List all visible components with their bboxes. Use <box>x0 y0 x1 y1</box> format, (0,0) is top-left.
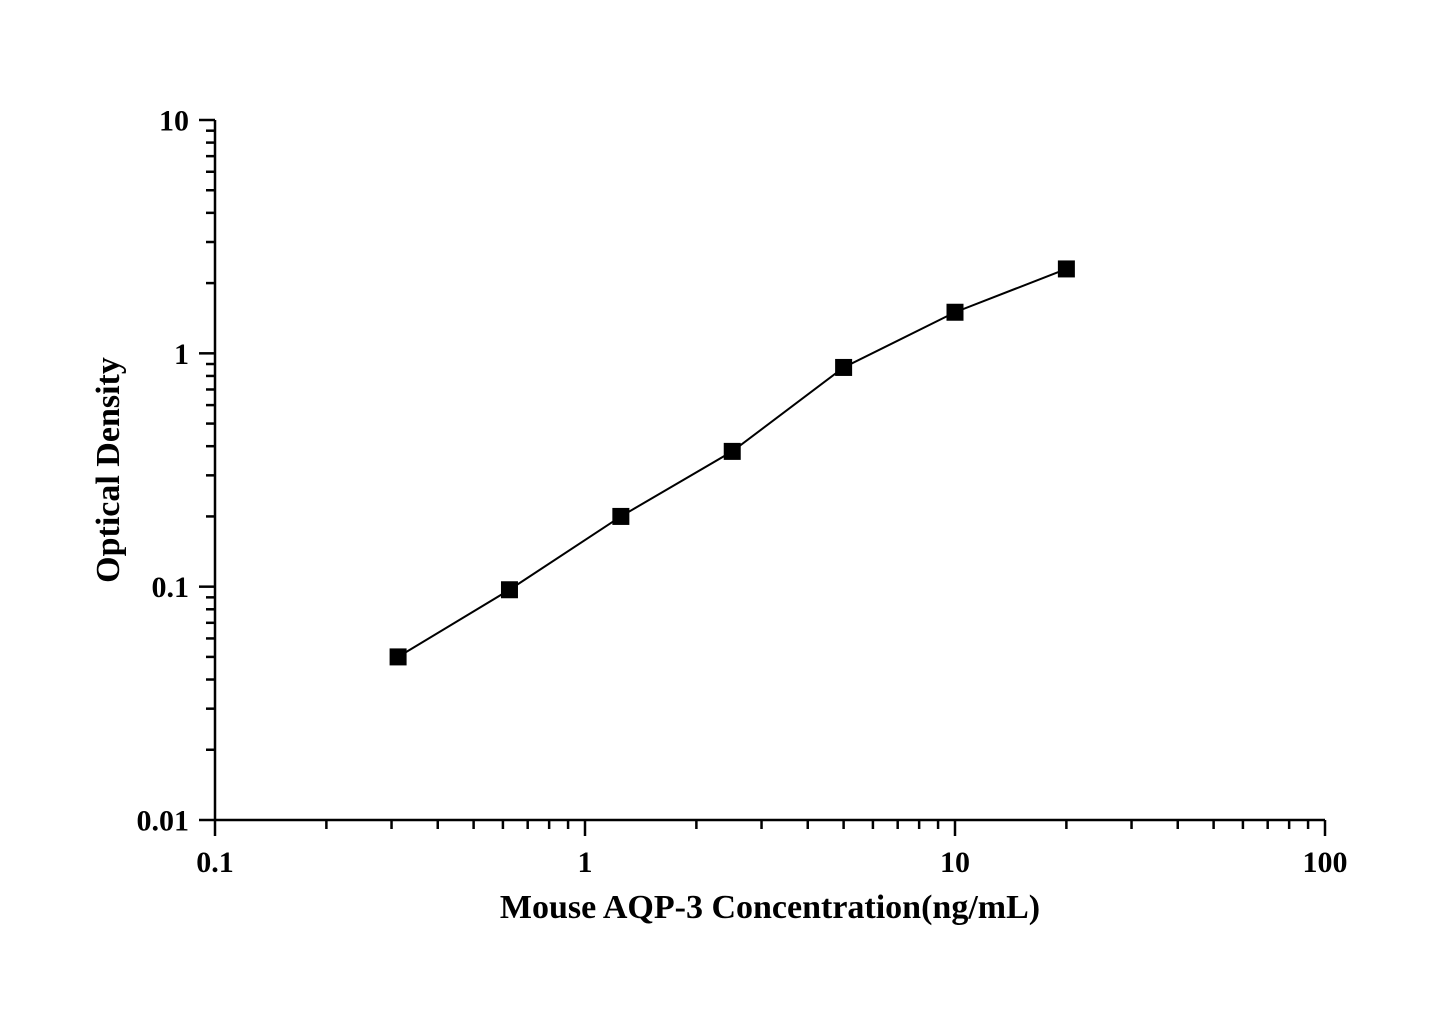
y-tick-label: 0.01 <box>137 805 190 838</box>
x-axis-label: Mouse AQP-3 Concentration(ng/mL) <box>500 889 1040 926</box>
x-tick-label: 10 <box>940 846 970 879</box>
data-marker <box>501 582 517 598</box>
data-marker <box>947 304 963 320</box>
data-marker <box>836 359 852 375</box>
x-tick-label: 0.1 <box>196 846 234 879</box>
y-axis-label: Optical Density <box>90 357 127 583</box>
chart-container: 0.11101000.010.1110Mouse AQP-3 Concentra… <box>0 0 1445 1009</box>
y-tick-label: 10 <box>159 105 189 138</box>
x-tick-label: 100 <box>1303 846 1348 879</box>
data-marker <box>724 443 740 459</box>
data-marker <box>390 649 406 665</box>
y-tick-label: 1 <box>174 338 189 371</box>
x-tick-label: 1 <box>578 846 593 879</box>
log-log-chart: 0.11101000.010.1110Mouse AQP-3 Concentra… <box>0 0 1445 1009</box>
data-marker <box>613 508 629 524</box>
y-tick-label: 0.1 <box>152 571 190 604</box>
data-marker <box>1058 261 1074 277</box>
